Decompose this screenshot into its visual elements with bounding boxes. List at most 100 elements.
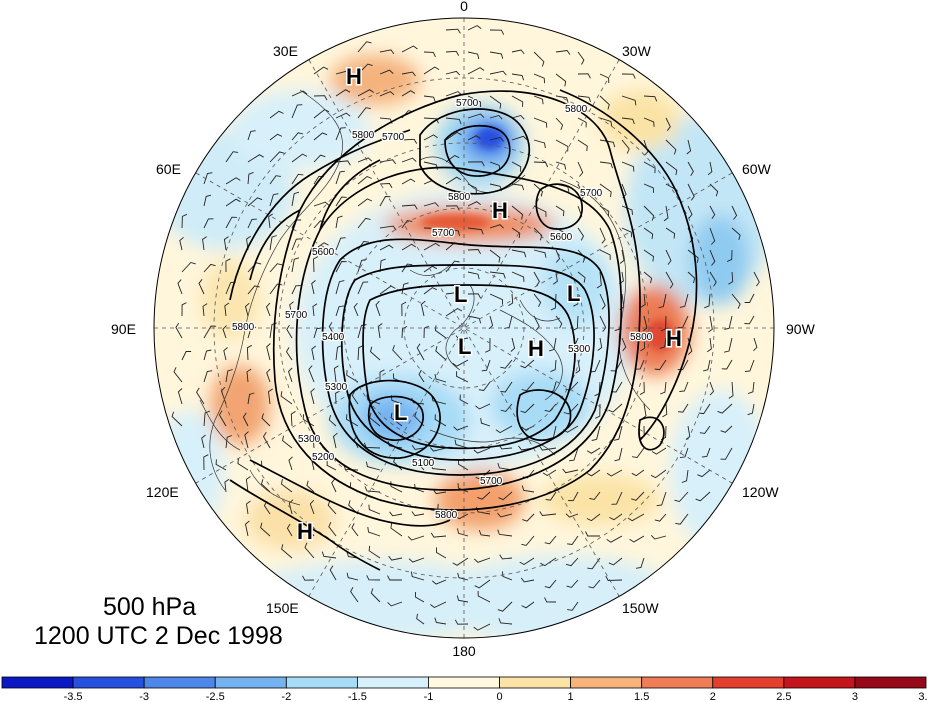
wind-barb [377, 323, 383, 339]
pressure-center-label: H [492, 198, 508, 223]
wind-barb [434, 617, 447, 625]
wind-barb [423, 202, 439, 207]
wind-barb [434, 325, 447, 339]
wind-barb [346, 414, 359, 427]
wind-barb [521, 601, 535, 609]
wind-barb [549, 337, 557, 352]
wind-barb [590, 359, 601, 373]
wind-barb [181, 261, 196, 273]
wind-barb [540, 557, 557, 567]
wind-barb [489, 29, 505, 35]
wind-barb [335, 89, 351, 97]
wind-barb [677, 359, 689, 371]
wind-barb [511, 249, 527, 258]
wind-barb [621, 227, 633, 238]
pressure-center-label: L [567, 281, 580, 306]
wind-barb [660, 315, 667, 332]
wind-barb [445, 28, 461, 34]
wind-barb [418, 369, 425, 383]
wind-barb [629, 535, 645, 543]
wind-barb [414, 411, 425, 427]
wind-barb [224, 478, 230, 493]
wind-barb [269, 283, 283, 295]
wind-barb [588, 579, 601, 589]
wind-barb [401, 178, 416, 185]
wind-barb [266, 368, 271, 383]
wind-barb [555, 73, 567, 87]
wind-barb [497, 462, 513, 471]
wind-barb [335, 261, 347, 273]
wind-barb [643, 271, 653, 284]
wind-barb [599, 183, 612, 197]
wind-barb [627, 513, 645, 522]
wind-barb [504, 315, 513, 329]
wind-barb [632, 447, 645, 458]
wind-barb [577, 139, 588, 152]
wind-barb [335, 127, 346, 141]
wind-barb [660, 381, 667, 395]
wind-barb [407, 535, 425, 541]
wind-barb [568, 491, 579, 502]
longitude-labels: 0 30W 60W 90W 120W 150W 180 150E 120E 90… [111, 0, 816, 659]
wind-barb [717, 403, 733, 414]
wind-barb [477, 491, 491, 500]
wind-barb [335, 345, 343, 361]
wind-barb [606, 535, 623, 543]
wind-barb [726, 249, 733, 262]
wind-barb [521, 535, 535, 546]
wind-barb [423, 325, 430, 339]
wind-barb [313, 132, 328, 141]
wind-barb [520, 359, 535, 369]
wind-barb [478, 381, 491, 391]
wind-barb [291, 191, 300, 207]
wind-barb [567, 601, 579, 611]
wind-barb [430, 463, 447, 471]
wind-barb [498, 491, 513, 501]
wind-barb [435, 345, 447, 361]
wind-barb [311, 280, 316, 295]
wind-barb [586, 469, 601, 477]
pressure-center-label: L [458, 334, 471, 359]
wind-barb [313, 220, 326, 229]
wind-barb [728, 381, 734, 399]
wind-barb [555, 139, 569, 152]
wind-barb [454, 619, 469, 625]
wind-barb [401, 157, 417, 163]
wind-barb [569, 447, 579, 462]
wind-barb [245, 476, 251, 493]
colorbar-box [72, 676, 145, 689]
wind-barb [687, 249, 699, 263]
wind-barb [485, 337, 491, 353]
wind-barb [511, 205, 524, 220]
wind-barb [687, 205, 693, 219]
wind-barb [203, 263, 216, 273]
wind-barb [401, 71, 416, 77]
wind-barb [467, 271, 480, 280]
wind-barb [511, 49, 525, 55]
wind-barb [455, 335, 469, 341]
wind-barb [291, 238, 302, 251]
wind-barb [225, 198, 241, 207]
pressure-center-label: L [394, 400, 407, 425]
contour-label: 5300 [325, 382, 348, 393]
wind-barb [473, 447, 491, 454]
wind-barb [651, 447, 667, 455]
colorbar-labels: -3.5 -3 -2.5 -2 -1.5 -1 0 1 1.5 2 2.5 3 3.5 [64, 691, 928, 702]
contour-label: 5800 [352, 130, 375, 141]
wind-barb [331, 478, 337, 493]
wind-barb [650, 534, 667, 540]
wind-barb [247, 262, 262, 273]
wind-barb [679, 293, 689, 308]
wind-barb [599, 117, 613, 127]
wind-barb [521, 381, 535, 392]
wind-barb [635, 359, 645, 370]
wind-barb [225, 369, 233, 383]
wind-barb [621, 95, 637, 106]
wind-barb [387, 575, 402, 581]
wind-barb [246, 500, 251, 515]
contour-labels: 5700 5800 5700 5800 5700 5800 5600 5700 … [231, 97, 654, 523]
wind-barb [586, 447, 601, 454]
wind-barb [744, 315, 755, 325]
wind-barb [445, 131, 462, 141]
wind-barb [511, 135, 528, 141]
